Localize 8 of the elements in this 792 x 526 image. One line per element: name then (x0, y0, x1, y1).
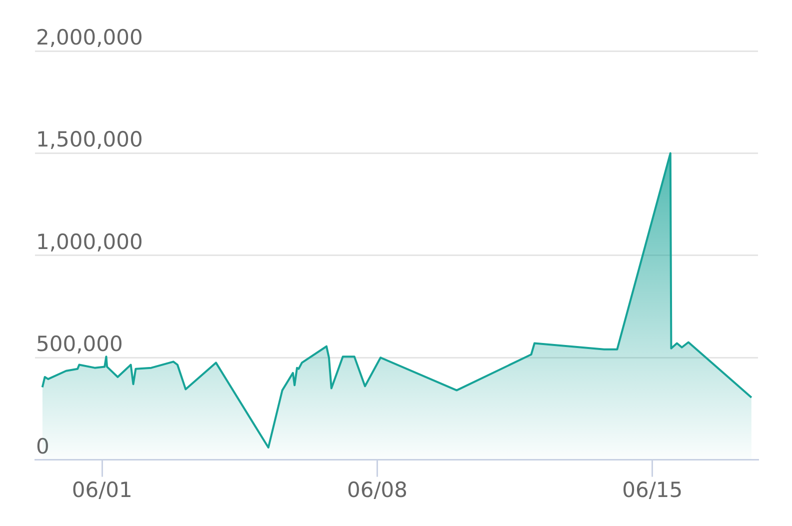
y-tick-label: 0 (36, 434, 50, 458)
y-tick-label: 500,000 (36, 332, 123, 356)
x-tick-label: 06/01 (72, 478, 132, 502)
x-tick-label: 06/08 (346, 478, 408, 502)
y-tick-label: 1,500,000 (36, 128, 143, 152)
x-tick-label: 06/15 (622, 478, 683, 502)
y-tick-label: 1,000,000 (36, 230, 143, 254)
y-tick-label: 2,000,000 (36, 25, 143, 50)
